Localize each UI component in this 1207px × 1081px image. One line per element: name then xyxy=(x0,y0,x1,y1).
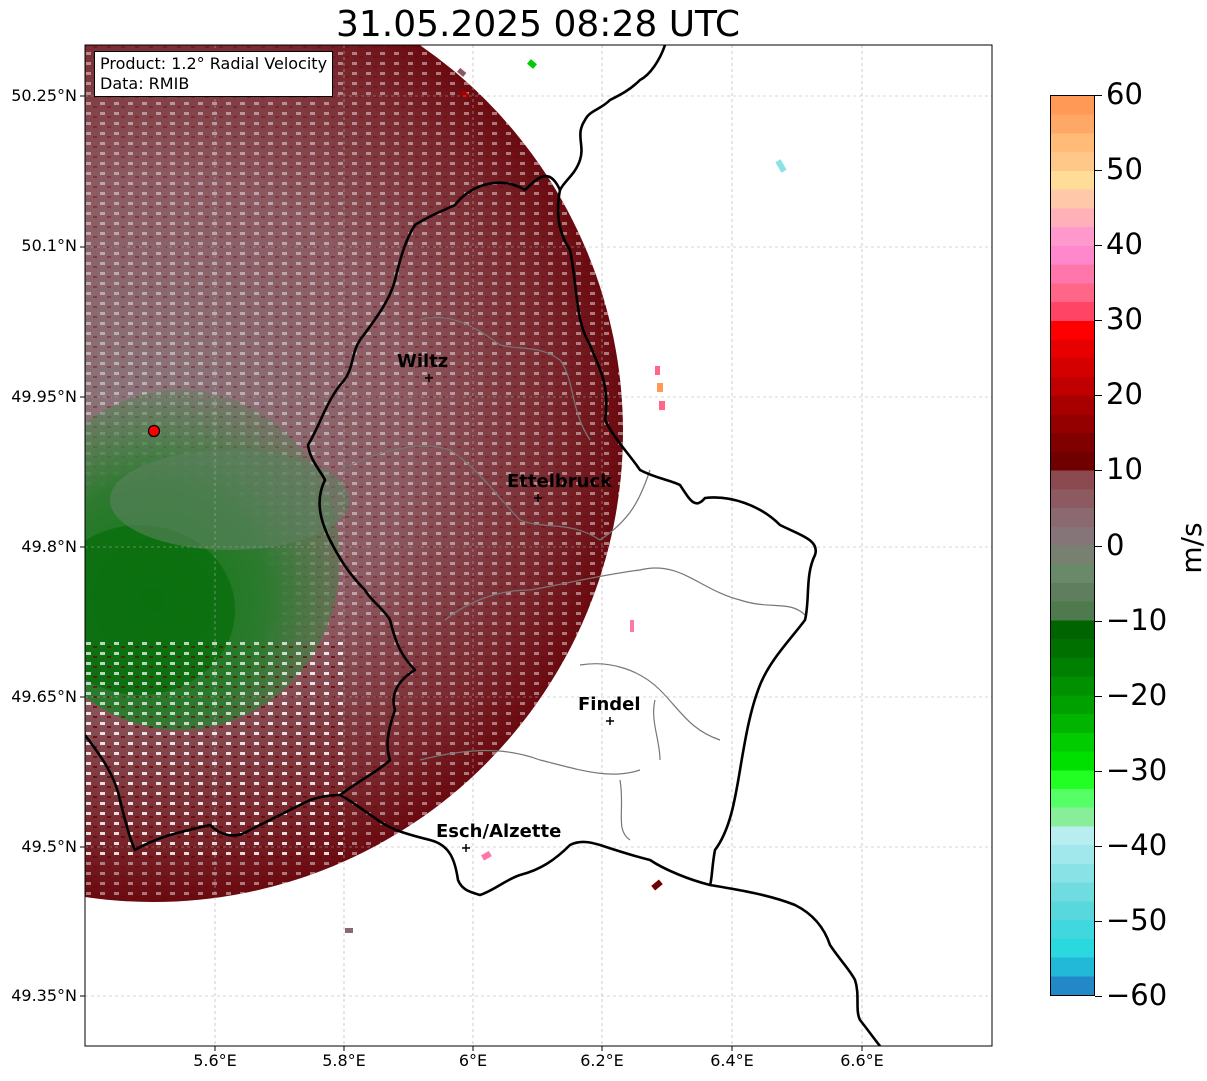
colorbar-tick xyxy=(1095,170,1102,172)
map-frame xyxy=(84,44,993,1047)
colorbar-tick xyxy=(1095,395,1102,397)
city-label-ettelbruck: Ettelbruck xyxy=(507,471,613,492)
gridlines xyxy=(85,45,992,1046)
colorbar-tick-label: −60 xyxy=(1106,978,1168,1012)
colorbar-tick xyxy=(1095,245,1102,247)
city-marker-ettelbruck xyxy=(534,494,542,502)
colorbar-tick-label: 40 xyxy=(1106,227,1143,262)
map-area xyxy=(85,45,992,1046)
city-marker-wiltz xyxy=(425,374,433,382)
lat-label: 49.65°N xyxy=(11,687,77,706)
colorbar-tick xyxy=(1095,770,1102,772)
colorbar-tick-label: −40 xyxy=(1106,827,1168,862)
lat-label: 49.35°N xyxy=(11,986,77,1005)
national-borders xyxy=(85,45,881,1046)
lat-label: 49.5°N xyxy=(21,837,77,856)
colorbar-tick xyxy=(1095,695,1102,697)
canton-boundaries xyxy=(339,316,806,841)
colorbar-tick-label: 50 xyxy=(1106,152,1143,187)
colorbar-tick-label: 20 xyxy=(1106,377,1143,412)
city-marker-esch xyxy=(462,844,470,852)
axis-ticks xyxy=(80,95,863,1051)
map-title: 31.05.2025 08:28 UTC xyxy=(335,4,741,45)
colorbar-tick xyxy=(1095,620,1102,622)
lat-label: 49.8°N xyxy=(21,537,77,556)
city-label-esch: Esch/Alzette xyxy=(436,821,562,842)
colorbar xyxy=(1050,95,1095,996)
colorbar-tick-label: 10 xyxy=(1106,452,1143,487)
isolated-echoes xyxy=(345,59,787,933)
colorbar-tick xyxy=(1095,95,1102,96)
radar-site-marker xyxy=(147,424,161,438)
lat-label: 50.1°N xyxy=(21,236,77,255)
lon-label: 5.6°E xyxy=(193,1051,237,1070)
colorbar-tick-label: −20 xyxy=(1106,677,1168,712)
product-label: Product: 1.2° Radial Velocity xyxy=(100,54,328,73)
colorbar-tick xyxy=(1095,996,1102,997)
colorbar-tick xyxy=(1095,320,1102,322)
lat-label: 49.95°N xyxy=(11,387,77,406)
colorbar-tick-label: 0 xyxy=(1106,527,1125,562)
lon-label: 6°E xyxy=(458,1051,488,1070)
colorbar-tick-label: 30 xyxy=(1106,302,1143,337)
colorbar-tick xyxy=(1095,470,1102,472)
product-info-box: Product: 1.2° Radial Velocity Data: RMIB xyxy=(94,51,334,97)
colorbar-tick-label: −30 xyxy=(1106,752,1168,787)
city-marker-findel xyxy=(606,717,614,725)
lon-label: 5.8°E xyxy=(322,1051,366,1070)
colorbar-tick xyxy=(1095,545,1102,547)
lat-label: 50.25°N xyxy=(11,86,77,105)
colorbar-tick xyxy=(1095,920,1102,922)
city-label-findel: Findel xyxy=(578,694,641,715)
colorbar-unit-label: m/s xyxy=(1175,522,1207,574)
colorbar-tick-label: 60 xyxy=(1106,77,1143,111)
colorbar-tick xyxy=(1095,845,1102,847)
lon-label: 6.6°E xyxy=(840,1051,884,1070)
city-label-wiltz: Wiltz xyxy=(397,351,449,372)
colorbar-tick-label: −10 xyxy=(1106,602,1168,637)
data-source-label: Data: RMIB xyxy=(100,74,190,93)
colorbar-tick-label: −50 xyxy=(1106,902,1168,937)
city-markers xyxy=(425,374,614,852)
lon-label: 6.2°E xyxy=(580,1051,624,1070)
lon-label: 6.4°E xyxy=(710,1051,754,1070)
